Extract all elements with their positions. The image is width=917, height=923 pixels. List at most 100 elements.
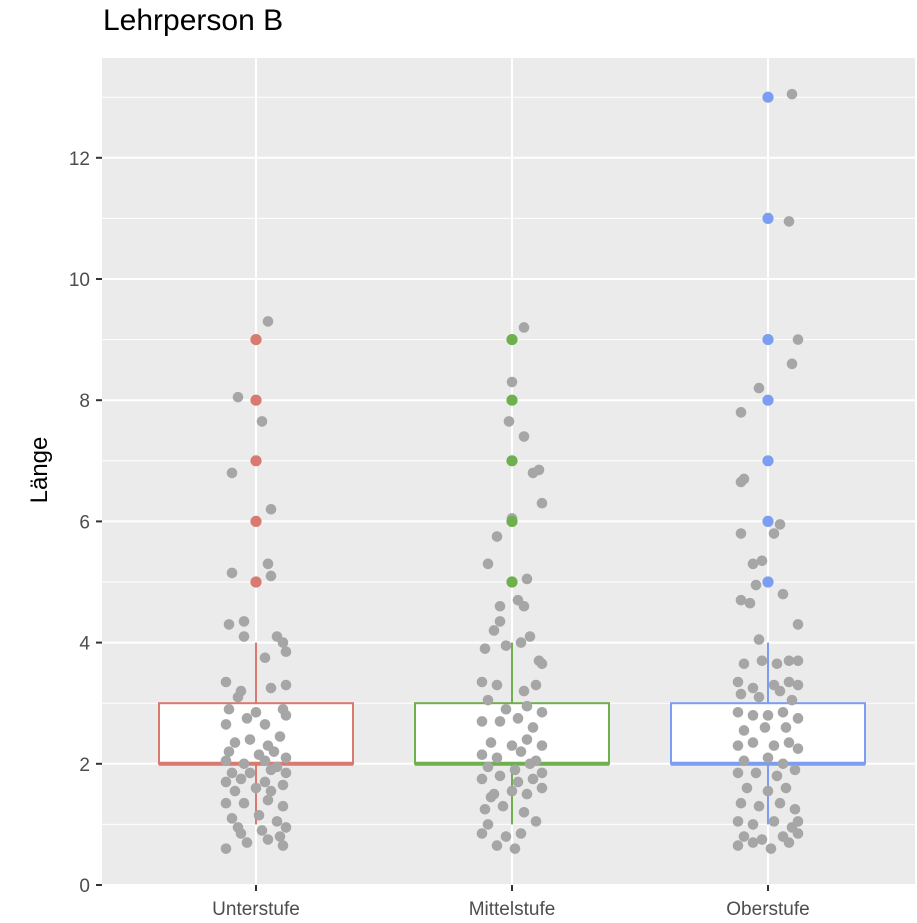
outlier-point [762,394,774,406]
jitter-point [518,431,530,442]
jitter-point [220,719,232,730]
jitter-point [735,688,747,700]
jitter-point [792,713,804,724]
jitter-point [482,694,494,706]
jitter-point [777,588,789,600]
jitter-point [756,655,768,667]
jitter-point [774,797,786,809]
jitter-point [226,813,238,824]
jitter-point [747,737,759,748]
jitter-point [783,655,795,667]
jitter-point [485,791,497,803]
jitter-point [277,800,289,812]
jitter-point [259,719,271,730]
jitter-point [494,716,506,727]
jitter-point [250,782,262,794]
jitter-point [738,831,750,842]
jitter-point [762,752,774,764]
jitter-point [506,740,518,751]
jitter-point [783,837,795,848]
jitter-point [780,722,792,733]
jitter-point [741,782,753,794]
x-tick-label: Oberstufe [726,899,809,920]
jitter-point [479,803,491,815]
jitter-point [771,770,783,782]
y-tick-label: 12 [69,149,90,170]
jitter-point [735,797,747,809]
jitter-point [509,843,521,854]
jitter-point [738,755,750,767]
jitter-point [491,679,503,691]
jitter-point [777,706,789,718]
jitter-point [789,764,801,776]
jitter-point [527,722,539,733]
outlier-point [250,394,262,406]
jitter-point [756,555,768,567]
y-tick-label: 2 [79,755,90,776]
jitter-point [732,676,744,688]
jitter-point [792,816,804,827]
jitter-point [750,767,762,779]
jitter-point [527,773,539,785]
jitter-point [521,700,533,712]
jitter-point [756,834,768,845]
y-tick-label: 0 [79,876,90,897]
jitter-point [220,776,232,788]
jitter-point [238,616,250,627]
jitter-point [524,631,536,642]
outlier-point [762,91,774,103]
jitter-point [482,819,494,830]
jitter-point [506,785,518,797]
jitter-point [220,843,232,854]
jitter-point [232,391,244,403]
jitter-point [265,764,277,776]
jitter-point [521,573,533,585]
jitter-point [262,316,274,327]
outlier-point [762,334,774,346]
jitter-point [238,797,250,809]
jitter-point [780,782,792,794]
y-tick-label: 4 [79,634,90,655]
outlier-point [506,515,518,528]
jitter-point [220,755,232,767]
jitter-point [536,497,548,509]
jitter-point [738,658,750,670]
y-axis-title: Länge [26,437,53,504]
jitter-point [220,797,232,809]
outlier-point [506,334,518,346]
jitter-point [235,773,247,785]
jitter-point [774,519,786,530]
outlier-point [762,515,774,528]
outlier-point [762,455,774,467]
jitter-point [786,694,798,706]
jitter-point [521,788,533,800]
jitter-point [536,706,548,718]
jitter-point [744,597,756,609]
jitter-point [265,570,277,582]
jitter-point [220,676,232,688]
jitter-point [524,758,536,770]
jitter-point [256,416,268,427]
jitter-point [762,710,774,721]
jitter-point [494,770,506,782]
jitter-point [536,658,548,670]
jitter-point [792,828,804,839]
jitter-point [238,758,250,770]
jitter-point [491,840,503,851]
jitter-point [518,322,530,333]
jitter-point [494,616,506,627]
jitter-point [735,528,747,539]
jitter-point [747,710,759,721]
jitter-point [747,819,759,830]
jitter-point [265,682,277,694]
jitter-point [732,706,744,718]
jitter-point [515,828,527,839]
jitter-point [280,679,292,691]
jitter-point [732,840,744,851]
jitter-point [265,785,277,797]
jitter-point [753,800,765,812]
jitter-point [771,658,783,670]
jitter-point [786,358,798,370]
jitter-point [530,816,542,827]
jitter-point [262,558,274,570]
